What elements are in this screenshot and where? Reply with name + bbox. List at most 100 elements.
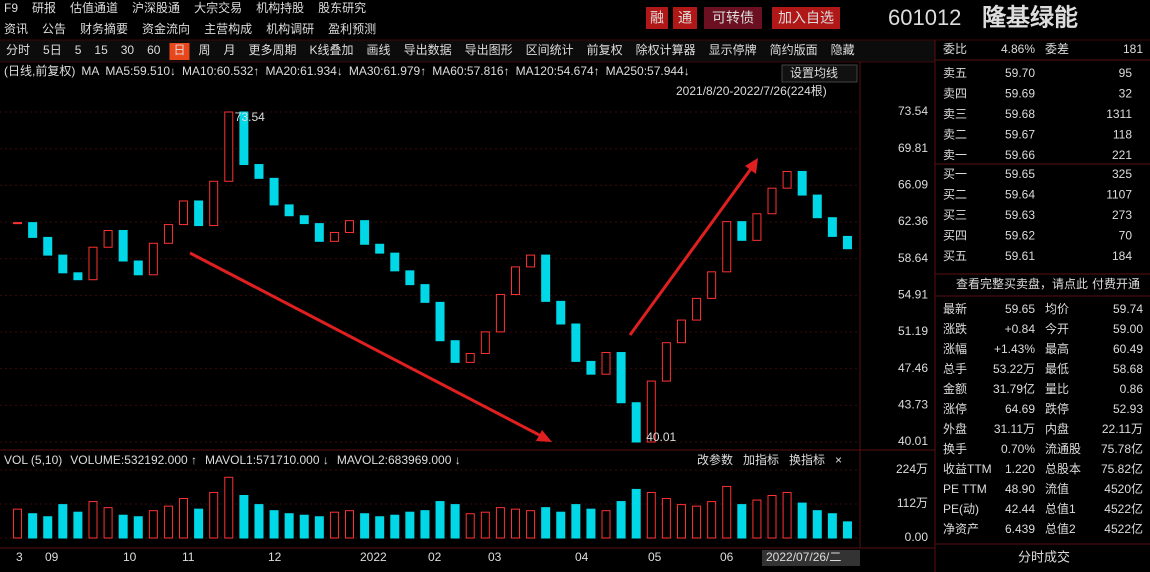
candle [133,260,143,276]
toolbar-item[interactable]: 月 [224,43,236,57]
candle [737,221,747,241]
toolbar-item[interactable]: 导出数据 [404,42,452,57]
ma-legend: MA [81,64,99,78]
stat-label: PE(动) [943,502,979,516]
menu-item: 财务摘要 [80,21,128,36]
volume-bar [752,499,762,539]
candle [586,360,596,375]
ma-legend: MA10:60.532↑ [182,64,259,78]
candle [692,297,702,321]
candle [797,170,807,196]
ob-volume: 273 [1112,208,1132,222]
button[interactable] [673,7,697,29]
toolbar-item[interactable]: 60 [147,43,161,57]
volume-tool: 换指标 [789,452,825,467]
candle [526,254,536,268]
ma-legend: MA250:57.944↓ [606,64,690,78]
volume-bar [465,513,475,539]
date-label: 3 [16,550,23,564]
ob-price: 59.61 [1005,249,1035,263]
candle [480,331,490,355]
date-label: 2022/07/26/二 [766,550,841,564]
ob-level: 卖五 [943,66,967,80]
volume-header: VOLUME:532192.000 ↑ [70,453,197,467]
volume-bar [827,513,837,539]
date-label: 2022 [360,550,387,564]
toolbar-item[interactable]: K线叠加 [310,43,354,57]
ob-level: 买二 [943,188,967,202]
ob-price: 59.68 [1005,107,1035,121]
y-tick-label: 58.64 [898,251,928,265]
toolbar-item[interactable]: 30 [121,43,135,57]
volume-bar [631,488,641,539]
y-tick-label: 47.46 [898,361,928,375]
stat-value: 4522亿 [1104,501,1143,516]
toolbar-item[interactable]: 隐藏 [831,43,855,57]
candle [556,300,566,325]
menu-item: 资金流向 [142,21,190,36]
ob-level: 卖四 [943,87,967,101]
stat-label: 涨停 [943,401,967,416]
date-label: 10 [123,550,137,564]
ob-volume: 184 [1112,249,1132,263]
stat-value: 4520亿 [1104,481,1143,496]
toolbar-item[interactable]: 区间统计 [526,43,574,57]
toolbar-active [169,43,190,60]
toolbar-item[interactable]: 15 [94,43,108,57]
ma-button[interactable] [781,64,858,83]
volume-bar [556,511,566,539]
ob-notice-link[interactable]: 付费开通 [1092,277,1140,291]
volume-bar [345,510,355,539]
toolbar-item[interactable]: 分时 [6,43,30,57]
candle [58,254,68,274]
volume-bar [194,508,204,539]
stat-value: 31.79亿 [993,381,1035,396]
stat-label: 最高 [1045,341,1069,356]
volume-bar [329,511,339,539]
volume-bar [480,511,490,539]
toolbar-item[interactable]: 更多周期 [249,43,297,57]
toolbar-item[interactable]: 5 [75,43,82,57]
ob-value: 4.86% [1001,42,1035,56]
candle [88,246,98,281]
volume-bar [526,510,536,539]
button[interactable] [772,7,840,29]
y-tick-label: 66.09 [898,177,928,191]
toolbar-item[interactable]: 除权计算器 [636,42,696,57]
toolbar-item[interactable]: 周 [198,43,210,57]
toolbar-item[interactable]: 导出图形 [465,43,513,57]
volume-header: MAVOL2:683969.000 ↓ [337,453,461,467]
stat-value: +0.84 [1005,322,1036,336]
toolbar-item[interactable]: 日 [173,43,185,57]
candle [239,111,249,166]
y-tick-label: 112万 [897,496,928,510]
candle [752,213,762,241]
candle [163,224,173,244]
ob-level: 卖二 [943,128,967,142]
candle [812,194,822,219]
trend-arrows [189,158,758,442]
toolbar-item[interactable]: 画线 [367,43,391,57]
toolbar-item[interactable]: 5日 [43,43,62,57]
ob-level: 卖三 [943,107,967,121]
toolbar-item[interactable]: 简约版面 [770,42,818,57]
ob-value: 181 [1123,42,1143,56]
candle [541,254,551,302]
arrow-head [536,430,552,442]
ob-volume: 95 [1119,66,1133,80]
volume-bar [133,516,143,539]
toolbar-item[interactable]: 前复权 [587,42,623,57]
ob-volume: 32 [1119,87,1133,101]
button[interactable] [646,7,668,29]
volume-bar [254,504,264,539]
date-label: 09 [45,550,59,564]
toolbar-item[interactable]: 显示停牌 [709,42,757,57]
button[interactable] [704,7,762,29]
y-tick-label: 40.01 [898,434,928,448]
footer-button[interactable]: 分时成交 [1018,549,1070,564]
volume-header: MAVOL1:571710.000 ↓ [205,453,329,467]
volume-bar [420,510,430,539]
candle [194,200,204,227]
